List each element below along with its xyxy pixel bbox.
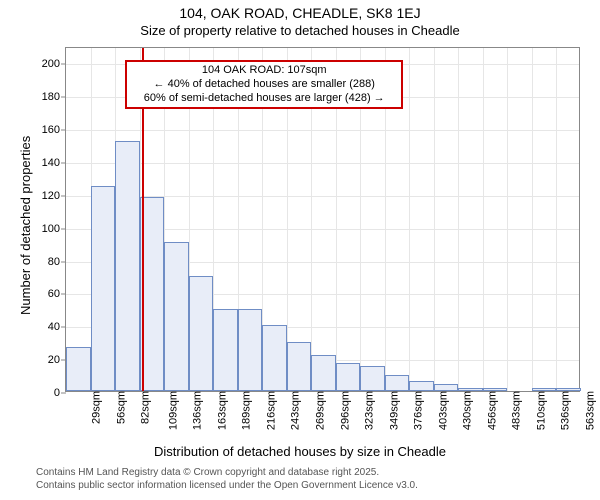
x-tick-label: 349sqm [384,391,400,430]
x-tick-label: 243sqm [286,391,302,430]
y-tick-label: 200 [42,58,66,70]
histogram-bar [262,325,287,391]
x-tick-label: 456sqm [482,391,498,430]
histogram-bar [164,242,189,392]
annotation-callout: 104 OAK ROAD: 107sqm← 40% of detached ho… [125,60,403,109]
x-tick-label: 296sqm [335,391,351,430]
footer-attribution: Contains HM Land Registry data © Crown c… [36,467,418,492]
y-tick-label: 60 [48,288,66,300]
y-tick-label: 0 [54,387,66,399]
x-tick-label: 29sqm [87,391,103,424]
x-tick-label: 563sqm [580,391,596,430]
y-tick-label: 160 [42,124,66,136]
grid-vertical [556,48,557,391]
x-tick-label: 136sqm [188,391,204,430]
histogram-bar [385,375,410,391]
x-tick-label: 403sqm [433,391,449,430]
y-axis-label: Number of detached properties [18,135,33,314]
histogram-bar [115,141,140,391]
x-tick-label: 82sqm [136,391,152,424]
x-tick-label: 323sqm [360,391,376,430]
grid-vertical [409,48,410,391]
y-tick-label: 40 [48,321,66,333]
chart-subtitle: Size of property relative to detached ho… [0,23,600,38]
histogram-bar [360,366,385,391]
y-tick-label: 100 [42,223,66,235]
histogram-bar [213,309,238,391]
x-tick-label: 483sqm [507,391,523,430]
histogram-bar [189,276,214,391]
annotation-line: ← 40% of detached houses are smaller (28… [133,78,395,92]
x-tick-label: 510sqm [531,391,547,430]
footer-line-2: Contains public sector information licen… [36,480,418,493]
x-tick-label: 189sqm [237,391,253,430]
x-axis-label: Distribution of detached houses by size … [0,444,600,459]
footer-line-1: Contains HM Land Registry data © Crown c… [36,467,418,480]
y-tick-label: 120 [42,190,66,202]
histogram-bar [336,363,361,391]
chart-title: 104, OAK ROAD, CHEADLE, SK8 1EJ [0,5,600,21]
x-tick-label: 269sqm [311,391,327,430]
x-tick-label: 163sqm [212,391,228,430]
x-tick-label: 109sqm [163,391,179,430]
annotation-line: 104 OAK ROAD: 107sqm [133,64,395,78]
histogram-bar [287,342,312,391]
x-tick-label: 376sqm [409,391,425,430]
grid-vertical [483,48,484,391]
histogram-bar [311,355,336,391]
y-tick-label: 20 [48,354,66,366]
grid-vertical [434,48,435,391]
x-tick-label: 216sqm [261,391,277,430]
histogram-bar [66,347,91,391]
plot-area: 02040608010012014016018020029sqm56sqm82s… [65,47,580,392]
grid-vertical [532,48,533,391]
y-tick-label: 180 [42,91,66,103]
grid-vertical [507,48,508,391]
x-tick-label: 430sqm [458,391,474,430]
histogram-bar [238,309,263,391]
y-tick-label: 80 [48,256,66,268]
histogram-bar [91,186,116,391]
annotation-line: 60% of semi-detached houses are larger (… [133,92,395,106]
figure: { "layout": { "figure_width": 600, "figu… [0,0,600,500]
x-tick-label: 56sqm [111,391,127,424]
y-tick-label: 140 [42,157,66,169]
x-tick-label: 536sqm [556,391,572,430]
histogram-bar [409,381,434,391]
grid-vertical [458,48,459,391]
